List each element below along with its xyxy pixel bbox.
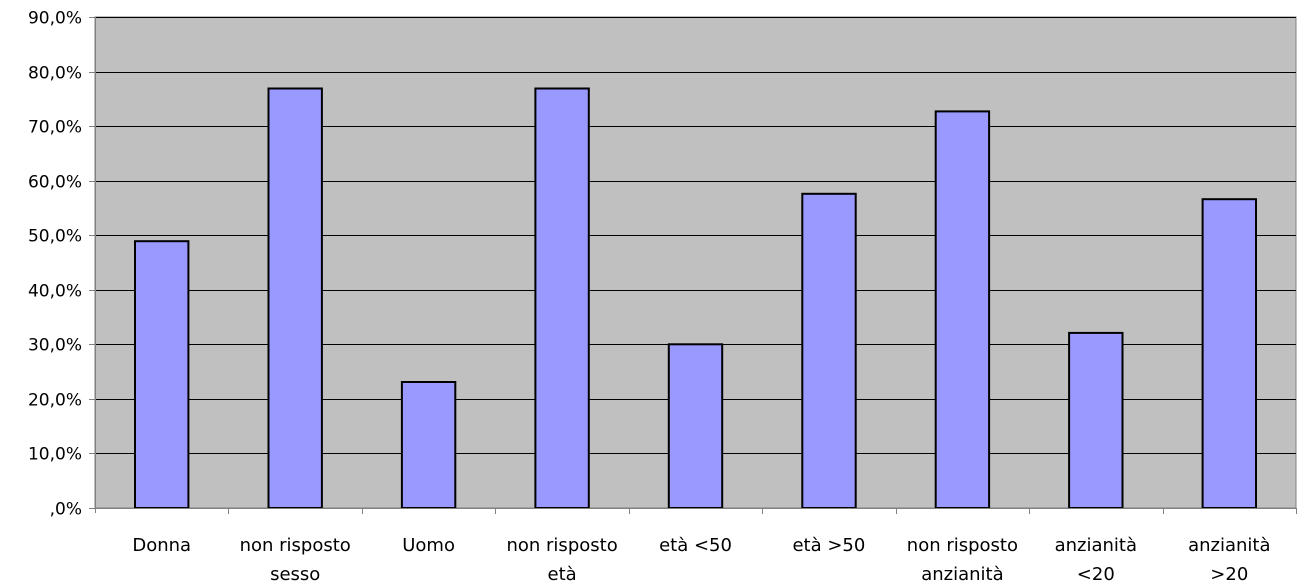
y-tick-label: 40,0% [28,282,82,302]
y-tick-label: 30,0% [28,336,82,356]
y-tick-label: 10,0% [28,445,82,465]
bar-5 [667,343,724,509]
x-category-label: età <50 [659,535,732,556]
bar-4 [534,87,590,509]
bar-7 [934,110,991,510]
x-category-label: età >50 [792,535,865,556]
bar-9 [1201,198,1257,509]
y-tick-label: 70,0% [28,118,82,138]
x-category-label: Donna [132,535,191,556]
bar-6 [801,192,857,510]
bars [134,87,1257,510]
y-tick-label: 90,0% [28,9,82,29]
x-category-label: non risposto sesso [240,535,351,585]
y-axis-tick-labels: ,0% 10,0% 20,0% 30,0% 40,0% 50,0% 60,0% 70,0% 80… [28,9,95,520]
bar-3 [400,381,457,509]
y-tick-label: 60,0% [28,173,82,193]
y-tick-label: ,0% [50,500,82,520]
x-category-label: anzianità <20 [1055,535,1137,585]
x-axis-category-labels: Donna non risposto sesso Uomo non risposto et… [132,508,1297,585]
x-category-label: Uomo [402,535,455,556]
x-category-label: non risposto anzianità [907,535,1018,585]
bar-8 [1068,331,1124,509]
y-tick-label: 80,0% [28,64,82,84]
y-tick-label: 50,0% [28,227,82,247]
bar-2 [267,87,323,509]
axes [89,17,1296,513]
bar-1 [134,240,190,509]
x-category-label: non risposto età [506,535,617,585]
y-tick-label: 20,0% [28,391,82,411]
x-category-label: anzianità >20 [1188,535,1270,585]
